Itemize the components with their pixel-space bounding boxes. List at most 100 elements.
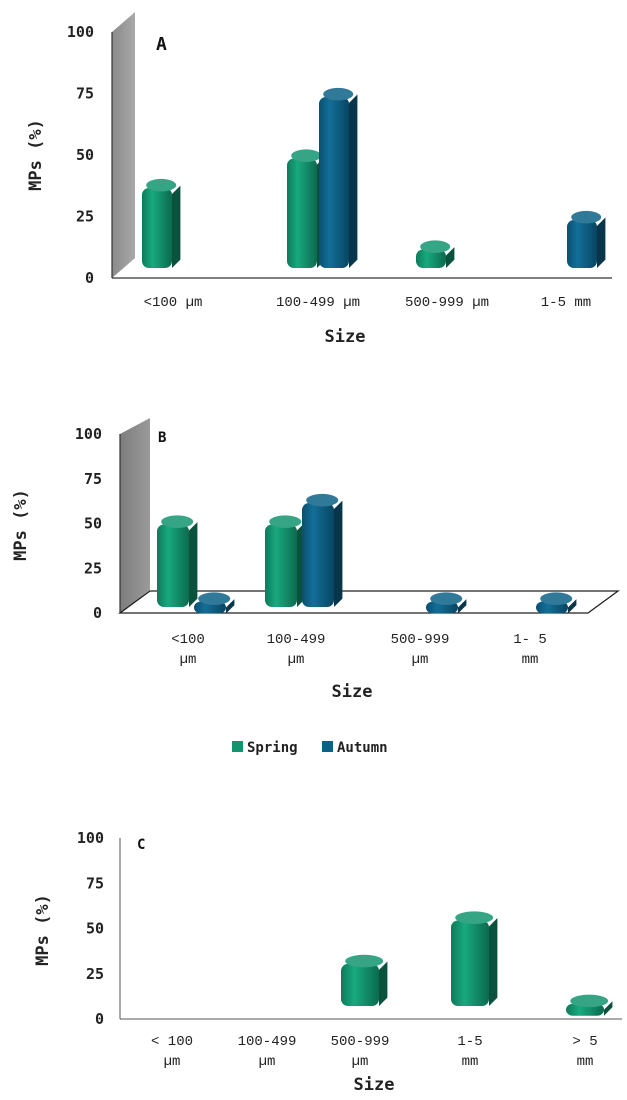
panel-a-y-tick-label: 0 (85, 269, 94, 287)
legend: Spring Autumn (232, 740, 388, 756)
panel-a-x-categories: <100 µm 100-499 µm 500-999 µm 1-5 mm (144, 295, 592, 311)
panel-b-bars (157, 493, 577, 614)
panel-b-y-tick-label: 100 (75, 425, 102, 443)
bar-top-cap (269, 515, 302, 528)
bar-top-cap (198, 592, 231, 605)
bar-side-face (226, 599, 235, 614)
bar-autumn-1 (302, 493, 343, 607)
panel-a-y-tick-label: 75 (76, 85, 94, 103)
panel-b-y-title: MPs (%) (11, 489, 31, 561)
panel-c-x-category-label: 500-999 µm (331, 1034, 390, 1070)
bar-top-cap (430, 592, 463, 605)
panel-b-back-wall (120, 418, 150, 613)
bar-side-face (446, 247, 455, 268)
panel-c-x-category-label: 100-499 µm (238, 1034, 297, 1070)
panel-a-x-category-label: 500-999 µm (405, 295, 489, 311)
panel-a-x-title: Size (325, 327, 366, 347)
panel-c-x-title: Size (354, 1075, 395, 1095)
panel-b-x-categories: <100 µm 100-499 µm 500-999 µm 1- 5 mm (171, 632, 547, 668)
bar-side-face (568, 599, 577, 614)
bar-side-face (489, 918, 498, 1006)
bar-top-cap (571, 210, 602, 224)
panel-b-y-ticks: 100 75 50 25 0 (75, 425, 102, 622)
panel-a-x-category-label: 1-5 mm (541, 295, 591, 311)
legend-label-autumn: Autumn (337, 740, 388, 756)
bar-front-face (341, 963, 379, 1006)
panel-b-y-tick-label: 75 (84, 470, 102, 488)
panel-c-y-tick-label: 25 (86, 965, 104, 983)
bar-top-cap (455, 911, 494, 924)
panel-c-label: C (137, 837, 145, 853)
panel-a-y-tick-label: 50 (76, 146, 94, 164)
panel-b-x-category-label: <100 µm (171, 632, 205, 668)
panel-b-y-tick-label: 50 (84, 515, 102, 533)
bar-side-face (458, 599, 467, 614)
panel-b-x-category-label: 1- 5 mm (513, 632, 547, 668)
panel-a-x-category-label: <100 µm (144, 295, 203, 311)
bar-top-cap (306, 493, 339, 507)
bar-spring-3 (451, 911, 498, 1006)
panel-b-label: B (158, 430, 166, 446)
bar-spring-0 (142, 178, 181, 268)
bar-front-face (567, 219, 597, 268)
bar-spring-0 (157, 515, 198, 607)
bar-top-cap (161, 515, 194, 528)
bar-top-cap (345, 954, 384, 968)
panel-c-y-tick-label: 50 (86, 920, 104, 938)
bar-spring-2 (341, 954, 388, 1006)
panel-c-y-tick-label: 0 (95, 1010, 104, 1028)
panel-a: 100 75 50 25 0 A <100 µm 100-499 µm 500-999 µm… (26, 12, 612, 347)
panel-a-y-tick-label: 25 (76, 208, 94, 226)
panel-a-bars (142, 87, 606, 269)
bar-front-face (302, 503, 334, 607)
bar-top-cap (420, 240, 451, 253)
bar-front-face (451, 920, 489, 1006)
panel-c-y-ticks: 100 75 50 25 0 (77, 829, 104, 1028)
panel-c-y-title: MPs (%) (33, 894, 53, 966)
bar-spring-4 (566, 994, 613, 1016)
bar-spring-1 (265, 515, 306, 607)
panel-a-back-wall (112, 12, 135, 278)
bar-front-face (416, 249, 446, 268)
panel-a-y-title: MPs (%) (26, 119, 46, 191)
panel-b-x-category-label: 500-999 µm (391, 632, 450, 668)
bar-autumn-2 (426, 592, 467, 614)
bar-side-face (172, 185, 181, 268)
panel-c-y-tick-label: 100 (77, 829, 104, 847)
bar-autumn-3 (567, 210, 606, 268)
bar-side-face (379, 961, 388, 1006)
bar-autumn-3 (536, 592, 577, 614)
bar-top-cap (146, 178, 177, 192)
panel-a-y-ticks: 100 75 50 25 0 (67, 23, 94, 287)
panel-c: 100 75 50 25 0 C < 100 µm 100-499 µm 500-999 µm 1-… (33, 829, 622, 1095)
panel-a-y-tick-label: 100 (67, 23, 94, 41)
panel-b-y-tick-label: 0 (93, 604, 102, 622)
legend-swatch-autumn (322, 741, 333, 752)
bar-side-face (604, 1001, 613, 1016)
bar-side-face (597, 217, 606, 268)
panel-c-x-category-label: > 5 mm (572, 1034, 597, 1070)
panel-c-bars (341, 911, 613, 1016)
bar-side-face (349, 94, 358, 268)
panel-c-x-category-label: 1-5 mm (457, 1034, 482, 1070)
panel-c-x-category-label: < 100 µm (151, 1034, 193, 1070)
bar-front-face (287, 158, 317, 268)
panel-b-x-title: Size (332, 682, 373, 702)
panel-a-x-category-label: 100-499 µm (276, 295, 360, 311)
panel-b: 100 75 50 25 0 B <100 µm 100-499 µm 500-999 µm 1- … (11, 418, 620, 702)
bar-side-face (334, 500, 343, 607)
legend-swatch-spring (232, 741, 243, 752)
bar-top-cap (540, 592, 573, 605)
bar-front-face (265, 524, 297, 607)
bar-side-face (189, 522, 198, 607)
bar-spring-2 (416, 240, 455, 268)
bar-front-face (319, 96, 349, 269)
bar-top-cap (323, 87, 354, 101)
panel-a-label: A (156, 34, 167, 55)
bar-autumn-1 (319, 87, 358, 269)
panel-b-x-category-label: 100-499 µm (267, 632, 326, 668)
bar-top-cap (570, 994, 609, 1008)
bar-front-face (157, 524, 189, 607)
bar-top-cap (291, 149, 322, 162)
